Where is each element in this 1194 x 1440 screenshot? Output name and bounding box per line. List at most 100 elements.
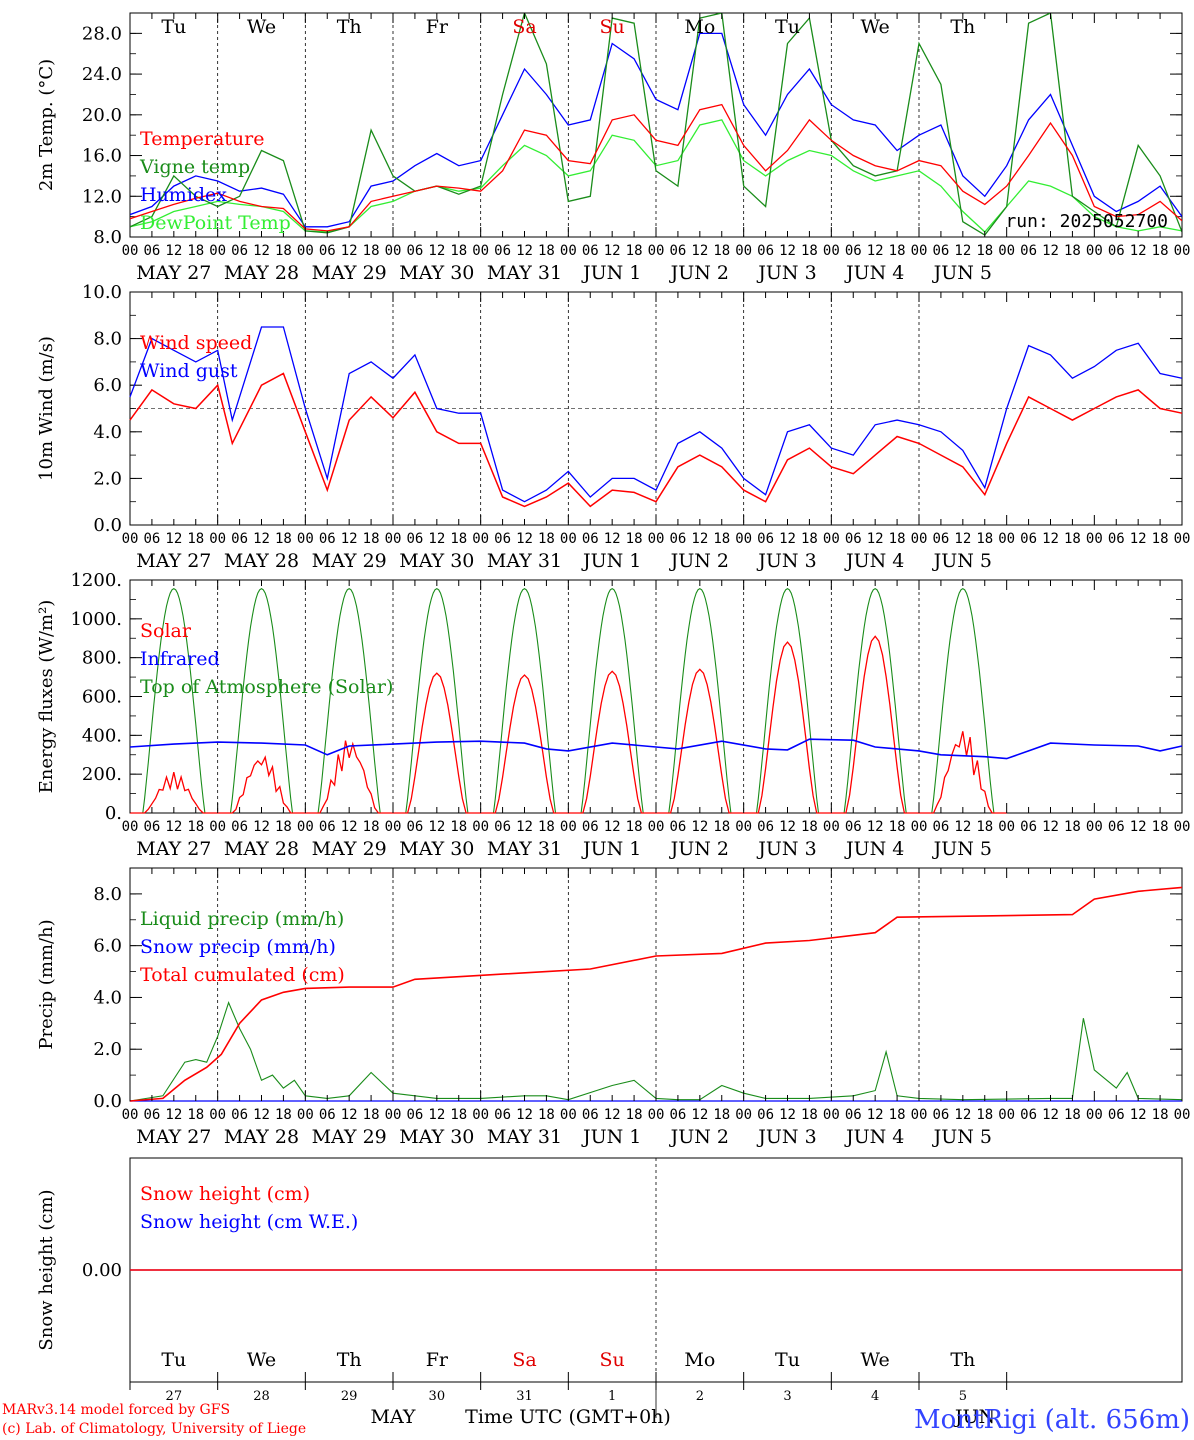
day-number: 28 xyxy=(253,1389,270,1404)
series-line-infrared xyxy=(129,738,1183,760)
x-tick-label: 12 xyxy=(253,531,270,547)
legend-humidex: Humidex xyxy=(140,184,227,206)
x-tick-label: 00 xyxy=(209,243,226,259)
x-tick-label: 00 xyxy=(472,531,489,547)
x-tick-label: 00 xyxy=(823,531,840,547)
series-line-toa xyxy=(668,588,732,814)
y-tick-label: 12.0 xyxy=(82,186,122,207)
x-tick-label: 12 xyxy=(341,1107,358,1123)
date-label: JUN 2 xyxy=(669,550,729,572)
x-tick-label: 18 xyxy=(450,819,467,835)
y-tick-label: 1200. xyxy=(70,570,122,591)
x-tick-label: 00 xyxy=(297,243,314,259)
x-tick-label: 06 xyxy=(143,531,160,547)
y-tick-label: 8.0 xyxy=(93,884,122,905)
y-tick-label: 0. xyxy=(105,803,122,824)
x-tick-label: 06 xyxy=(1108,531,1125,547)
x-tick-label: 00 xyxy=(1086,819,1103,835)
x-tick-label: 18 xyxy=(538,531,555,547)
date-label: MAY 28 xyxy=(224,550,299,572)
x-tick-label: 00 xyxy=(560,1107,577,1123)
date-label: JUN 4 xyxy=(844,1126,904,1148)
x-tick-label: 18 xyxy=(187,531,204,547)
x-tick-label: 06 xyxy=(932,819,949,835)
x-tick-label: 00 xyxy=(1086,1107,1103,1123)
series-line-wind-speed xyxy=(129,372,1183,508)
x-tick-label: 18 xyxy=(363,1107,380,1123)
x-tick-label: 00 xyxy=(297,1107,314,1123)
day-name: Fr xyxy=(426,1349,449,1371)
x-tick-label: 00 xyxy=(209,531,226,547)
x-tick-label: 06 xyxy=(494,1107,511,1123)
y-tick-label: 16.0 xyxy=(82,146,122,167)
series-line-solar xyxy=(130,772,218,814)
x-tick-label: 00 xyxy=(735,243,752,259)
x-tick-label: 12 xyxy=(1042,819,1059,835)
legend-dewpoint-temp: DewPoint Temp xyxy=(140,212,291,234)
x-tick-label: 18 xyxy=(889,531,906,547)
x-tick-label: 06 xyxy=(845,1107,862,1123)
x-tick-label: 18 xyxy=(1152,243,1169,259)
x-tick-label: 18 xyxy=(713,819,730,835)
series-line-solar xyxy=(217,755,306,814)
x-tick-label: 06 xyxy=(1108,243,1125,259)
date-label: MAY 28 xyxy=(224,262,299,284)
footer-model: MARv3.14 model forced by GFS xyxy=(2,1402,230,1418)
day-name: Su xyxy=(600,16,625,38)
date-label: JUN 2 xyxy=(669,262,729,284)
x-tick-label: 00 xyxy=(385,819,402,835)
x-tick-label: 00 xyxy=(648,243,665,259)
x-tick-label: 12 xyxy=(253,243,270,259)
x-tick-label: 00 xyxy=(735,819,752,835)
x-tick-label: 12 xyxy=(1130,819,1147,835)
day-name: Mo xyxy=(684,16,715,38)
footer-month-may: MAY xyxy=(371,1406,416,1428)
y-tick-label: 1000. xyxy=(70,609,122,630)
day-name: Fr xyxy=(426,16,449,38)
x-tick-label: 06 xyxy=(231,819,248,835)
y-axis-label: Precip (mm/h) xyxy=(36,919,57,1049)
legend-wind-speed: Wind speed xyxy=(140,332,252,354)
x-tick-label: 12 xyxy=(428,819,445,835)
x-tick-label: 06 xyxy=(669,819,686,835)
x-tick-label: 06 xyxy=(406,531,423,547)
footer-copyright: (c) Lab. of Climatology, University of L… xyxy=(2,1421,306,1437)
date-label: MAY 27 xyxy=(136,262,211,284)
x-tick-label: 06 xyxy=(319,531,336,547)
day-name: Th xyxy=(337,16,362,38)
x-tick-label: 18 xyxy=(626,819,643,835)
x-tick-label: 18 xyxy=(713,1107,730,1123)
legend-infrared: Infrared xyxy=(140,648,220,670)
x-tick-label: 12 xyxy=(341,819,358,835)
date-label: JUN 1 xyxy=(581,550,641,572)
date-label: JUN 1 xyxy=(581,262,641,284)
x-tick-label: 18 xyxy=(363,819,380,835)
x-tick-label: 06 xyxy=(582,243,599,259)
date-label: MAY 30 xyxy=(399,838,474,860)
x-tick-label: 18 xyxy=(1152,819,1169,835)
x-tick-label: 00 xyxy=(823,243,840,259)
legend-snow-height-cm: Snow height (cm) xyxy=(140,1183,310,1205)
day-number: 4 xyxy=(871,1389,879,1404)
x-tick-label: 06 xyxy=(757,243,774,259)
x-tick-label: 00 xyxy=(1086,531,1103,547)
day-name: Tu xyxy=(775,16,800,38)
x-tick-label: 12 xyxy=(1042,1107,1059,1123)
x-tick-label: 00 xyxy=(560,243,577,259)
y-tick-label: 200. xyxy=(82,764,122,785)
x-tick-label: 00 xyxy=(998,1107,1015,1123)
x-tick-label: 12 xyxy=(604,1107,621,1123)
date-label: JUN 2 xyxy=(669,838,729,860)
x-tick-label: 12 xyxy=(867,531,884,547)
x-tick-label: 18 xyxy=(363,243,380,259)
x-tick-label: 06 xyxy=(582,1107,599,1123)
date-label: MAY 31 xyxy=(487,1126,562,1148)
day-number: 31 xyxy=(516,1389,533,1404)
y-tick-label: 600. xyxy=(82,687,122,708)
date-label: MAY 29 xyxy=(312,550,387,572)
y-axis-label: Energy fluxes (W/m²) xyxy=(36,600,57,794)
panel-3: 0. 200. 400. 600. 800. 1000. 1200. Energy fluxe… xyxy=(36,570,1190,860)
date-label: MAY 27 xyxy=(136,838,211,860)
y-tick-label: 2.0 xyxy=(93,1039,122,1060)
x-tick-label: 18 xyxy=(275,1107,292,1123)
